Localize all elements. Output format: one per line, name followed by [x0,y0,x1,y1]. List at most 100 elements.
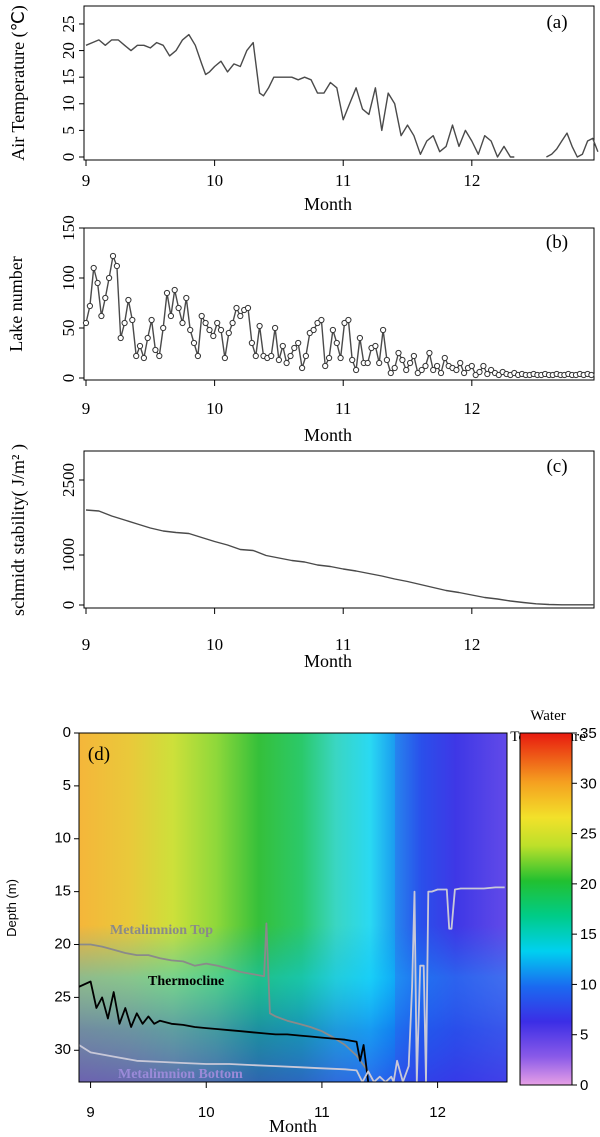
data-point [279,342,286,350]
data-point [217,326,225,334]
heatmap-cold-zone [395,733,507,1082]
x-tick-label: 12 [463,635,480,654]
data-point [441,354,448,362]
data-point [310,326,317,334]
data-point [106,274,113,282]
data-point [244,304,252,312]
data-point [295,339,302,347]
data-point [399,356,406,364]
x-tick-label: 9 [86,1104,94,1121]
data-point [418,366,425,374]
y-tick-label: 20 [59,42,78,59]
colorbar [519,732,573,1086]
y-tick-label: 0 [59,601,78,610]
annotation-metalimnion-bottom: Metalimnion Bottom [118,1067,243,1082]
x-tick-label: 10 [206,171,223,190]
series-0-line [85,33,515,158]
y-tick-label: 150 [59,215,78,241]
annotation-metalimnion-top: Metalimnion Top [110,923,213,938]
panel-d-x-axis-label: Month [269,1116,317,1136]
colorbar-tick-label: 35 [580,725,597,742]
data-point [117,334,124,342]
panel-a-x-axis-label: Month [304,194,352,214]
y-tick-label: 1000 [59,538,78,572]
panel-a-frame [83,5,595,161]
heatmap-depth-shade [79,733,507,1082]
colorbar-title-line-1: Water [530,708,565,724]
data-point [140,354,147,362]
data-point [256,322,263,330]
panel-a-tag: (a) [546,12,567,33]
data-point [167,312,174,320]
colorbar-tick-label: 0 [580,1077,588,1094]
data-point [113,262,121,270]
panel-c-x-axis-label: Month [304,651,352,671]
data-point [426,349,433,357]
data-point [434,362,441,370]
x-tick-label: 12 [463,399,480,418]
data-point [202,319,209,327]
data-point [414,369,421,377]
data-point [488,366,495,374]
colorbar-tick-label: 15 [580,926,597,943]
data-point [90,264,97,272]
data-point [268,352,275,360]
panel-d-frame [78,732,508,1083]
data-point [160,324,167,332]
data-point [588,371,595,379]
data-point [383,356,390,364]
data-point [380,326,387,334]
y-tick-label: 5 [63,777,71,794]
data-point [299,364,306,372]
y-tick-label: 25 [59,15,78,32]
data-point [102,294,109,302]
y-tick-label: 15 [59,69,78,86]
data-point [407,359,414,367]
y-tick-label: 50 [59,320,78,337]
x-tick-label: 10 [206,399,223,418]
data-point [121,319,128,327]
y-tick-label: 10 [54,830,71,847]
data-point [376,359,383,367]
data-point [152,346,159,354]
data-point [129,316,136,324]
data-point [322,362,329,370]
data-point [318,316,325,324]
x-tick-label: 11 [335,171,351,190]
data-point [229,319,236,327]
panel-c: (c) schmidt stability( J/m² ) Month 0 100… [8,444,595,671]
data-point [252,352,259,360]
data-point [94,279,101,287]
x-tick-label: 11 [335,399,351,418]
metalimnion-bottom-line [79,886,505,1082]
data-point [214,319,221,327]
panel-b-frame [83,227,595,381]
data-point [109,252,117,260]
y-tick-label: 25 [54,988,71,1005]
data-point [476,368,483,376]
x-tick-label: 10 [198,1104,215,1121]
data-point [179,319,186,327]
thermocline-line [79,980,370,1082]
data-point [353,366,360,374]
data-point [410,352,417,360]
data-point [194,352,201,360]
data-point [326,354,333,362]
x-tick-label: 9 [82,399,91,418]
colorbar-tick-label: 20 [580,876,597,893]
data-point [144,334,151,342]
data-point [148,316,155,324]
y-tick-label: 0 [63,724,71,741]
data-point [422,362,429,370]
data-point [453,366,460,374]
data-point [198,312,205,320]
data-point [190,339,198,347]
data-point [98,312,105,320]
data-point [364,359,371,367]
y-tick-label: 0 [59,374,78,383]
y-tick-label: 10 [59,95,78,112]
x-tick-label: 11 [314,1104,330,1121]
data-point [372,342,379,350]
panel-d-y-axis-label: Depth (m) [4,879,19,937]
panel-a-y-axis-label: Air Temperature (℃) [8,5,29,161]
